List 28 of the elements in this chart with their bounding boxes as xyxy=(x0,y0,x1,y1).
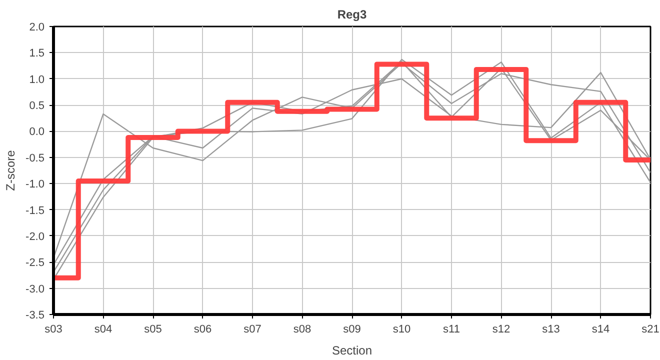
x-tick-label: s12 xyxy=(492,324,510,336)
x-tick-label: s04 xyxy=(94,324,112,336)
x-tick-label: s11 xyxy=(443,324,460,336)
x-tick-label: s05 xyxy=(144,324,162,336)
y-tick-label: -2.0 xyxy=(26,230,45,243)
x-tick-label: s06 xyxy=(194,324,212,336)
x-tick-label: s03 xyxy=(44,324,62,336)
x-tick-label: s13 xyxy=(542,324,560,336)
y-tick-label: 1.0 xyxy=(29,74,45,86)
y-tick-label: -0.5 xyxy=(26,152,45,164)
x-tick-label: s14 xyxy=(592,324,610,336)
x-tick-label: s10 xyxy=(392,324,411,336)
y-tick-label: -3.0 xyxy=(26,283,45,296)
x-tick-label: s09 xyxy=(343,324,361,336)
y-tick-label: -1.0 xyxy=(26,178,45,191)
y-axis-title: Z-score xyxy=(4,150,18,191)
y-tick-label: 1.5 xyxy=(29,48,45,60)
y-tick-label: 0.5 xyxy=(29,100,45,112)
x-axis-title: Section xyxy=(332,344,372,358)
y-tick-label: -2.5 xyxy=(26,257,45,270)
y-tick-label: -3.5 xyxy=(26,310,45,322)
y-tick-label: -1.5 xyxy=(26,204,45,217)
y-tick-label: 2.0 xyxy=(29,22,45,34)
chart-title: Reg3 xyxy=(337,8,367,22)
x-tick-label: s21 xyxy=(642,324,660,336)
x-tick-label: s07 xyxy=(244,324,262,336)
y-tick-label: 0.0 xyxy=(29,126,45,138)
x-tick-label: s08 xyxy=(293,324,312,336)
